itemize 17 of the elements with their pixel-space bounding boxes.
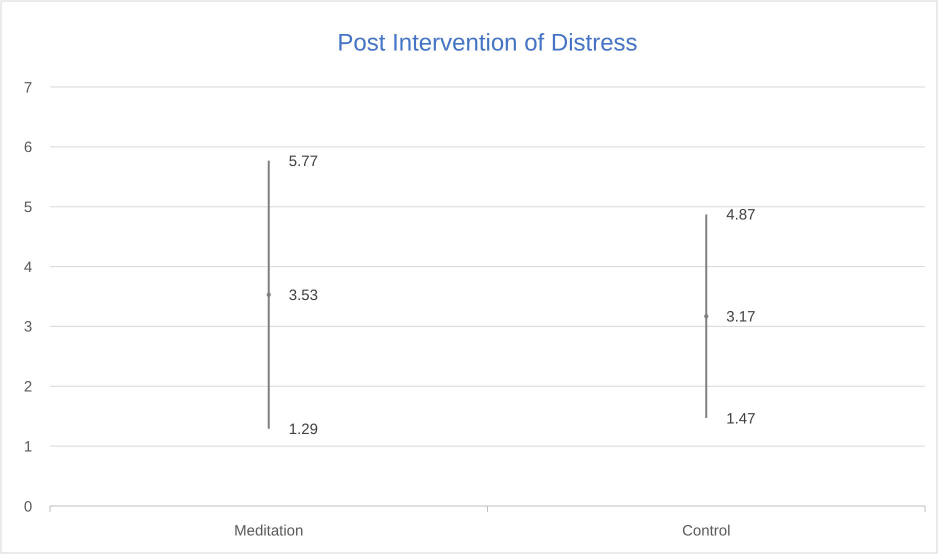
- y-tick-label: 2: [24, 378, 32, 396]
- annotation: 5.77: [288, 152, 318, 170]
- y-tick-label: 3: [24, 318, 32, 336]
- annotation: 1.47: [726, 410, 756, 428]
- y-tick-label: 0: [24, 498, 32, 516]
- x-tick-label: Control: [682, 522, 730, 540]
- y-tick-label: 4: [24, 258, 32, 276]
- chart-title: Post Intervention of Distress: [337, 29, 638, 56]
- annotation: 1.29: [288, 421, 318, 438]
- data-label: 3.17: [726, 308, 756, 326]
- y-tick-label: 7: [24, 79, 32, 96]
- data-label: 3.53: [288, 286, 318, 304]
- x-tick-label: Meditation: [234, 522, 304, 540]
- y-tick-label: 5: [24, 198, 32, 216]
- y-tick-label: 1: [24, 438, 32, 456]
- y-tick-label: 6: [24, 139, 32, 156]
- annotation: 4.87: [726, 206, 756, 224]
